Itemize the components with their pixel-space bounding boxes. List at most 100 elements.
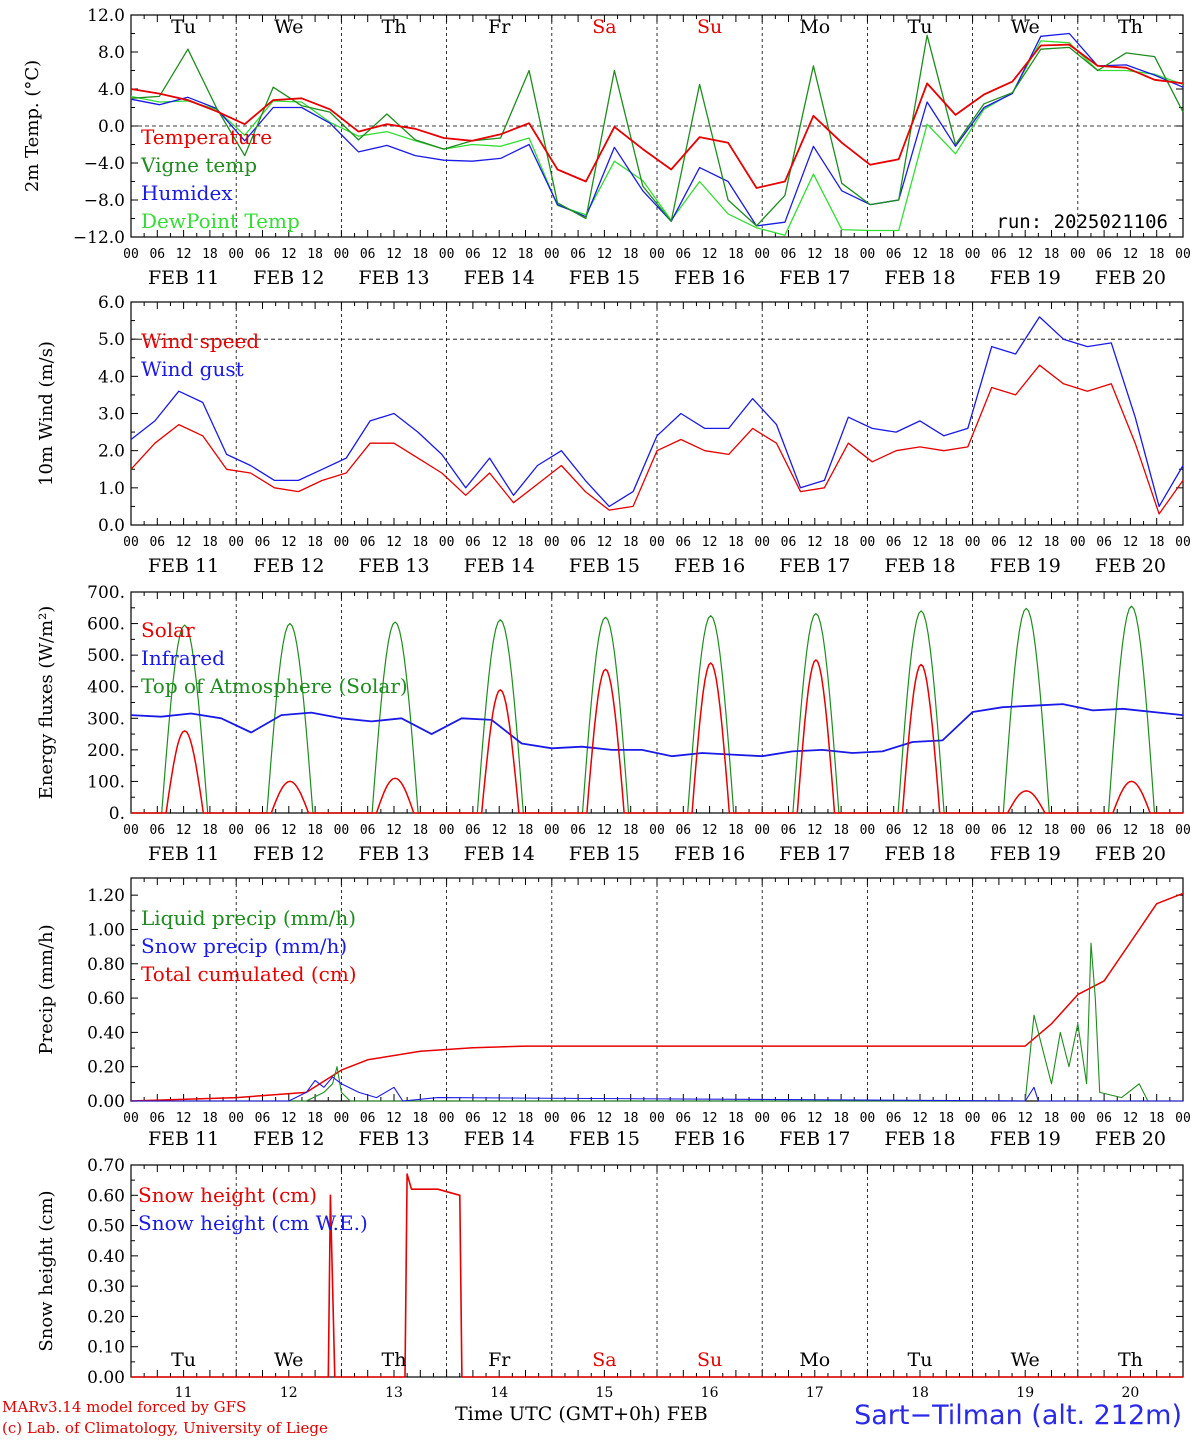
y-tick-label: −12.0: [73, 228, 125, 248]
date-label: FEB 12: [253, 843, 324, 865]
hour-tick-label: 00: [123, 1111, 139, 1126]
hour-tick-label: 12: [491, 1111, 507, 1126]
panel-1: −12.0 −8.0 −4.0 0.0 4.0 8.0 12.0 2m Temp. (°C) T…: [22, 6, 1191, 289]
hour-tick-label: 06: [886, 1111, 902, 1126]
hour-tick-label: 00: [123, 535, 139, 550]
hour-tick-label: 18: [623, 1111, 639, 1126]
y-tick-label: 0.40: [87, 1247, 125, 1267]
date-label: FEB 11: [148, 555, 219, 577]
date-label: FEB 12: [253, 1128, 324, 1150]
y-tick-label: 0.70: [87, 1156, 125, 1176]
date-label: FEB 18: [884, 555, 955, 577]
hour-tick-label: 18: [1149, 823, 1165, 838]
hour-tick-label: 00: [228, 247, 244, 262]
y-axis-label: Energy fluxes (W/m²): [36, 606, 57, 800]
hour-tick-label: 18: [518, 535, 534, 550]
hour-tick-label: 00: [754, 535, 770, 550]
hour-tick-label: 12: [176, 1111, 192, 1126]
hour-tick-label: 00: [860, 535, 876, 550]
hour-tick-label: 00: [123, 247, 139, 262]
y-tick-label: 8.0: [98, 43, 125, 63]
hour-tick-label: 00: [1175, 823, 1191, 838]
weekday-label: Sa: [592, 1349, 616, 1371]
y-tick-label: 6.0: [98, 293, 125, 313]
date-label: FEB 12: [253, 555, 324, 577]
hour-tick-label: 00: [228, 535, 244, 550]
legend-entry: Top of Atmosphere (Solar): [141, 674, 408, 698]
hour-tick-label: 12: [176, 535, 192, 550]
hour-tick-label: 00: [544, 1111, 560, 1126]
hour-tick-label: 12: [281, 535, 297, 550]
hour-tick-label: 06: [886, 535, 902, 550]
y-tick-label: 0.10: [87, 1338, 125, 1358]
date-label: FEB 14: [464, 843, 535, 865]
hour-tick-label: 12: [491, 823, 507, 838]
date-label: FEB 12: [253, 267, 324, 289]
hour-tick-label: 06: [675, 247, 691, 262]
hour-tick-label: 00: [544, 535, 560, 550]
y-tick-label: 0.50: [87, 1217, 125, 1237]
hour-tick-label: 00: [439, 535, 455, 550]
hour-tick-label: 06: [255, 1111, 271, 1126]
hour-tick-label: 06: [991, 1111, 1007, 1126]
date-label: FEB 11: [148, 267, 219, 289]
day-number-label: 20: [1121, 1385, 1139, 1401]
y-tick-label: 4.0: [98, 367, 125, 387]
y-tick-label: 0.: [109, 804, 125, 824]
hour-tick-label: 18: [1149, 1111, 1165, 1126]
date-label: FEB 19: [990, 1128, 1061, 1150]
hour-tick-label: 12: [597, 823, 613, 838]
legend-entry: Solar: [141, 618, 195, 642]
hour-tick-label: 18: [1149, 535, 1165, 550]
legend-entry: Total cumulated (cm): [141, 962, 357, 986]
hour-tick-label: 00: [228, 1111, 244, 1126]
date-label: FEB 15: [569, 1128, 640, 1150]
y-tick-label: 0.20: [87, 1058, 125, 1078]
y-tick-label: 4.0: [98, 80, 125, 100]
hour-tick-label: 06: [149, 247, 165, 262]
hour-tick-label: 06: [675, 1111, 691, 1126]
hour-tick-label: 18: [938, 1111, 954, 1126]
y-axis-label: 2m Temp. (°C): [22, 60, 43, 192]
date-label: FEB 18: [884, 843, 955, 865]
hour-tick-label: 12: [176, 823, 192, 838]
y-tick-label: 0.0: [98, 516, 125, 536]
hour-tick-label: 06: [465, 1111, 481, 1126]
hour-tick-label: 18: [307, 535, 323, 550]
date-label: FEB 16: [674, 555, 745, 577]
hour-tick-label: 06: [991, 823, 1007, 838]
panel-3: 0. 100. 200. 300. 400. 500. 600. 700. Energy flu…: [36, 583, 1191, 865]
weekday-label: We: [274, 16, 303, 38]
hour-tick-label: 06: [1096, 823, 1112, 838]
station-name: Sart−Tilman (alt. 212m): [854, 1400, 1182, 1431]
hour-tick-label: 18: [623, 247, 639, 262]
legend-entry: Vigne temp: [140, 153, 257, 177]
hour-tick-label: 06: [991, 247, 1007, 262]
legend-entry: Snow precip (mm/h): [141, 934, 347, 958]
date-label: FEB 19: [990, 843, 1061, 865]
hour-tick-label: 18: [202, 1111, 218, 1126]
y-tick-label: 0.80: [87, 955, 125, 975]
hour-tick-label: 00: [1175, 247, 1191, 262]
legend-entry: Wind gust: [141, 357, 244, 381]
weekday-label: Mo: [799, 1349, 830, 1371]
y-tick-label: 0.40: [87, 1023, 125, 1043]
hour-tick-label: 00: [439, 823, 455, 838]
hour-tick-label: 00: [754, 1111, 770, 1126]
date-label: FEB 13: [358, 267, 429, 289]
y-tick-label: 0.30: [87, 1277, 125, 1297]
hour-tick-label: 18: [518, 823, 534, 838]
hour-tick-label: 00: [965, 1111, 981, 1126]
hour-tick-label: 00: [649, 247, 665, 262]
series-line-blue: [130, 703, 1184, 758]
weekday-label: Tu: [908, 1349, 933, 1371]
hour-tick-label: 00: [334, 247, 350, 262]
hour-tick-label: 00: [1175, 1111, 1191, 1126]
date-label: FEB 17: [779, 1128, 850, 1150]
hour-tick-label: 00: [1070, 535, 1086, 550]
hour-tick-label: 06: [360, 1111, 376, 1126]
hour-tick-label: 18: [202, 823, 218, 838]
date-label: FEB 13: [358, 1128, 429, 1150]
hour-tick-label: 12: [912, 1111, 928, 1126]
y-axis-label: Precip (mm/h): [36, 924, 57, 1054]
